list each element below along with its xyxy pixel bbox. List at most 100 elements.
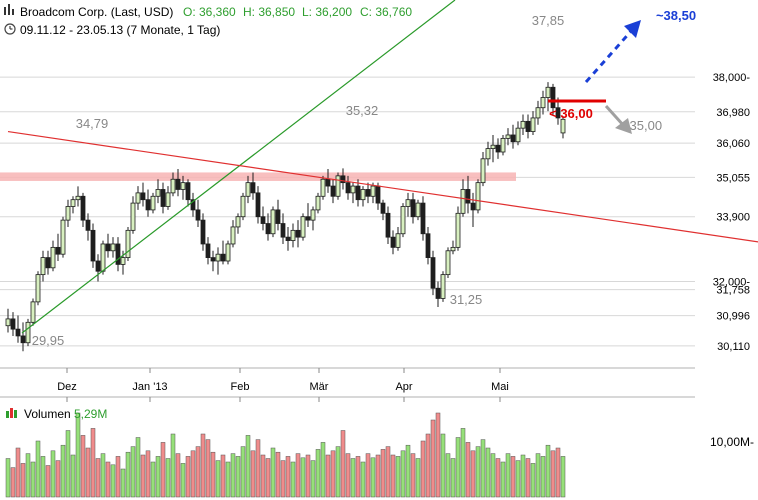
candle-body [540,97,546,109]
candle-body [515,127,521,143]
candle-body [110,243,116,252]
volume-bar [190,450,196,498]
candle-body [135,192,141,204]
candle-body [5,318,11,327]
ohlc-open: O: 36,360 [183,5,236,19]
time-axis-label: Mär [310,381,329,393]
volume-bar [100,453,106,498]
volume-bar [230,453,236,498]
price-tick-label: 30,110 [717,341,750,353]
candle-body [425,233,431,258]
chart-title: Broadcom Corp. (Last, USD) [20,5,173,19]
candle-body [95,260,101,272]
volume-bar [460,428,466,498]
candle-body [510,134,516,143]
price-tick-label: 38,000- [713,72,751,84]
volume-bar [535,453,541,498]
volume-bar [195,446,201,498]
chart-bars-icon [4,4,14,15]
candle-body [310,209,316,221]
candle-body [400,206,406,235]
candle-body [325,178,331,187]
time-axis: Dez Jan '13 Feb Mär Apr Mai [57,368,509,402]
candle-body [160,189,166,207]
volume-bar [255,439,261,498]
candle-body [380,202,386,214]
candle-body [385,212,391,238]
candle-body [375,185,381,204]
candle-body [250,182,256,194]
volume-bar [105,461,111,498]
volume-bar [305,454,311,498]
volume-bar [495,458,501,498]
volume-bar [435,412,441,498]
target-up-arrowhead [624,20,641,38]
candle-body [560,118,566,134]
volume-bar [325,454,331,498]
price-annotation: 31,25 [450,292,483,307]
volume-bar [60,444,66,498]
candle-body [185,182,191,201]
candle-body [180,182,186,190]
candle-body [80,195,86,221]
time-axis-label: Apr [395,381,412,393]
candle-body [140,192,146,201]
candle-body [445,250,451,276]
candle-body [65,206,71,221]
volume-bar [505,453,511,498]
volume-bar [45,465,51,498]
volume-bar [95,458,101,498]
volume-bar [275,451,281,498]
price-tick-label: 30,996 [716,311,750,323]
volume-bar [50,450,56,498]
volume-bar [70,454,76,498]
candle-body [170,178,176,194]
candle-body [520,120,526,129]
candle-body [285,236,291,241]
candle-body [210,257,216,262]
price-annotation: 29,95 [32,333,65,348]
downtrend-line [7,130,758,243]
price-annotation: ~35,00 [622,118,662,133]
volume-bar [135,437,141,498]
volume-label: Volumen [24,407,71,421]
candle-body [30,301,36,323]
volume-bar [390,454,396,498]
candle-body [125,229,131,258]
candle-body [545,86,551,98]
volume-bar [115,456,121,498]
volume-bar [445,453,451,498]
volume-bar [430,419,436,498]
candle-body [165,192,171,207]
volume-bar [410,453,416,498]
candle-body [525,120,531,132]
target-up-arrow [584,29,634,83]
candle-body [105,243,111,252]
volume-bar [395,456,401,498]
candle-body [410,199,416,218]
resistance-zone [0,172,516,181]
volume-header: Volumen 5,29M 10,00M- [6,407,754,449]
volume-bar [140,454,146,498]
volume-bar [290,461,296,498]
volume-bar [345,453,351,498]
candle-body [495,144,501,153]
volume-bar [250,450,256,498]
candle-body [255,192,261,218]
volume-bar [220,454,226,498]
candle-body [415,202,421,218]
candle-body [420,202,426,235]
candle-body [350,185,356,194]
volume-bar [215,460,221,498]
candle-body [340,175,346,184]
volume-bar [155,456,161,498]
price-annotation: 34,79 [76,116,109,131]
candle-body [270,209,276,235]
volume-bar [80,435,86,498]
volume-bars [5,412,566,498]
price-annotation: 35,32 [346,103,379,118]
ohlc-close: C: 36,760 [360,5,412,19]
volume-bar [560,456,566,498]
candle-body [20,335,26,344]
volume-bar [515,460,521,498]
